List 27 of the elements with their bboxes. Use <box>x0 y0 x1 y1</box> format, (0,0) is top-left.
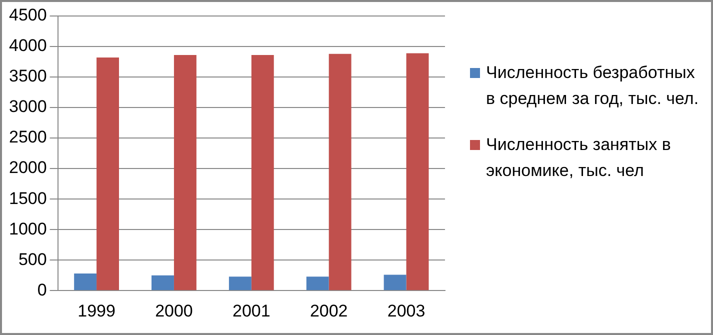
bar <box>251 55 274 290</box>
bar <box>228 276 252 290</box>
bar <box>152 275 174 290</box>
y-tick-label: 1500 <box>8 188 47 208</box>
y-tick-label: 1000 <box>8 219 47 238</box>
y-tick-label: 0 <box>37 280 47 300</box>
legend-label: Численность безработных в среднем за год, тыс. чел. <box>486 62 700 110</box>
bar <box>384 274 406 290</box>
bar <box>74 274 97 290</box>
bar <box>306 276 329 290</box>
y-tick-label: 4000 <box>8 36 47 56</box>
x-tick-label: 2000 <box>155 301 193 320</box>
legend-label: Численность занятых в экономике, тыс. чел <box>486 134 672 182</box>
bar <box>96 57 119 290</box>
y-tick-label: 3500 <box>8 66 47 86</box>
y-tick-label: 4500 <box>8 6 47 25</box>
y-tick-label: 500 <box>18 250 47 269</box>
x-tick-label: 2002 <box>310 301 348 320</box>
x-tick-label: 2001 <box>232 301 270 320</box>
bar <box>328 54 352 290</box>
x-tick-label: 1999 <box>78 301 116 320</box>
y-tick-label: 2000 <box>8 158 47 178</box>
bar <box>406 53 429 290</box>
x-tick-label: 2003 <box>387 301 426 320</box>
bar <box>174 55 196 290</box>
y-tick-label: 3000 <box>8 97 47 116</box>
y-tick-label: 2500 <box>8 128 47 147</box>
